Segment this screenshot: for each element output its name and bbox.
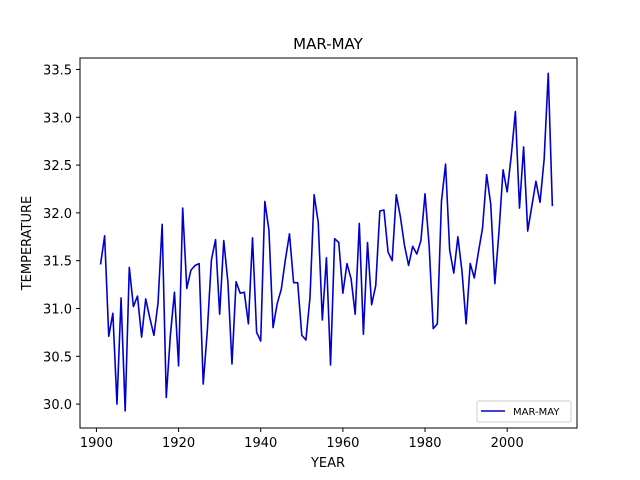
y-tick-label: 32.5 bbox=[43, 159, 72, 174]
y-tick-label: 30.5 bbox=[43, 350, 72, 365]
y-tick-label: 33.0 bbox=[43, 111, 72, 126]
legend: MAR-MAY bbox=[476, 400, 572, 423]
series-layer bbox=[99, 72, 554, 412]
series-line-0 bbox=[99, 72, 554, 412]
y-axis-title: TEMPERATURE bbox=[20, 196, 35, 292]
x-tick-label: 1920 bbox=[162, 436, 195, 451]
x-tick-label: 2000 bbox=[491, 436, 524, 451]
axis-ticks: 1900 1920 1940 1960 1980 2000 30.0 30.5 31.0 31.5… bbox=[43, 63, 524, 451]
x-tick-label: 1940 bbox=[244, 436, 277, 451]
plot-frame bbox=[79, 57, 578, 429]
y-tick-label: 33.5 bbox=[43, 63, 72, 78]
y-tick-label: 31.5 bbox=[43, 255, 72, 270]
x-tick-label: 1960 bbox=[326, 436, 359, 451]
y-tick-label: 30.0 bbox=[43, 398, 72, 413]
legend-label: MAR-MAY bbox=[513, 407, 560, 418]
y-tick-label: 32.0 bbox=[43, 207, 72, 222]
x-tick-label: 1980 bbox=[408, 436, 441, 451]
legend-box bbox=[476, 400, 572, 423]
x-axis-title: YEAR bbox=[310, 456, 345, 471]
y-tick-label: 31.0 bbox=[43, 302, 72, 317]
chart-title: MAR-MAY bbox=[293, 35, 363, 53]
x-tick-label: 1900 bbox=[80, 436, 113, 451]
